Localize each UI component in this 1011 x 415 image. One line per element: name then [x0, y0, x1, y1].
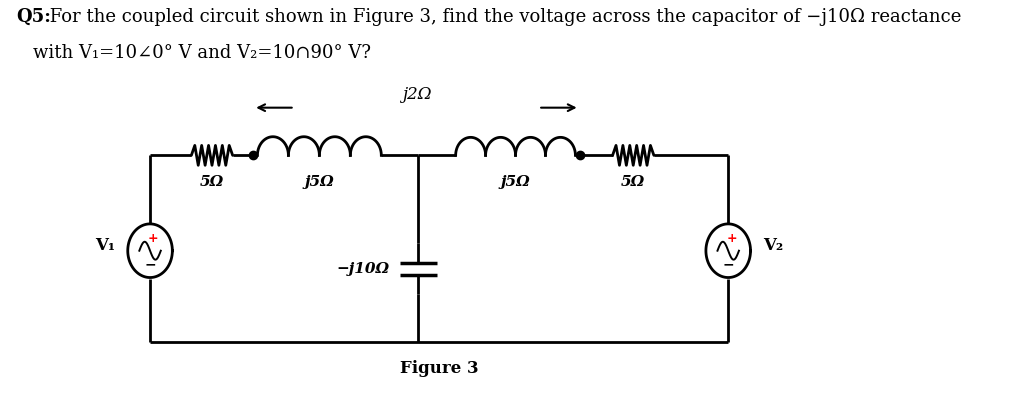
Text: −j10Ω: −j10Ω	[336, 261, 389, 276]
Text: V₁: V₁	[95, 237, 115, 254]
Text: −: −	[145, 258, 156, 272]
Text: 5Ω: 5Ω	[200, 175, 223, 189]
Text: 5Ω: 5Ω	[621, 175, 645, 189]
Text: j2Ω: j2Ω	[401, 86, 431, 103]
Text: +: +	[148, 232, 159, 245]
Text: Q5:: Q5:	[16, 8, 52, 26]
Text: +: +	[726, 232, 736, 245]
Text: −: −	[722, 258, 733, 272]
Text: For the coupled circuit shown in Figure 3, find the voltage across the capacitor: For the coupled circuit shown in Figure …	[44, 8, 960, 26]
Text: with V₁=10∠0° V and V₂=10∩90° V?: with V₁=10∠0° V and V₂=10∩90° V?	[32, 44, 370, 62]
Text: j5Ω: j5Ω	[304, 175, 334, 189]
Text: V₂: V₂	[762, 237, 783, 254]
Text: j5Ω: j5Ω	[500, 175, 530, 189]
Text: Figure 3: Figure 3	[399, 360, 478, 377]
